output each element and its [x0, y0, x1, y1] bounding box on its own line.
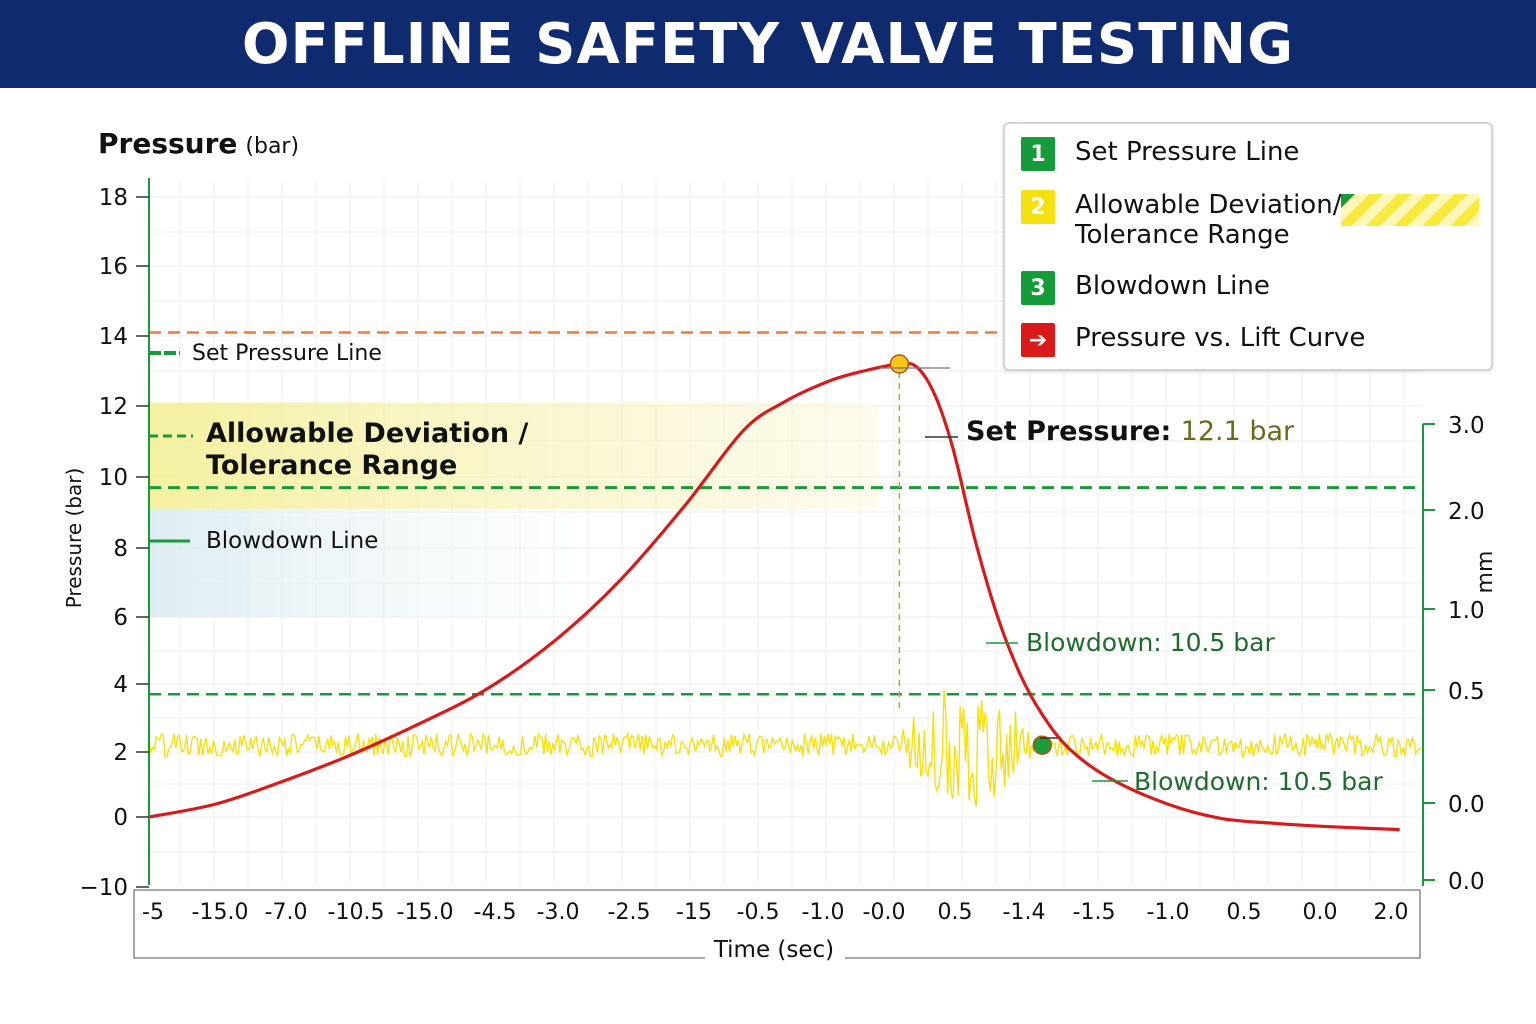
y2-tick-label: 0.0 — [1448, 869, 1485, 895]
legend-label-4: Pressure vs. Lift Curve — [1075, 323, 1366, 353]
legend-badge-3: 3 — [1021, 271, 1055, 305]
y2-axis-label: mm — [1473, 551, 1498, 594]
legend-item-tolerance: 2 Allowable Deviation/ Tolerance Range — [1021, 190, 1341, 250]
x-tick-label: -0.0 — [863, 900, 906, 925]
y-axis-side-label: Pressure (bar) — [62, 468, 86, 609]
y-tick-label: 8 — [113, 536, 128, 562]
y2-tick-label: 0.0 — [1448, 792, 1485, 818]
blowdown-line-label: Blowdown Line — [206, 528, 378, 554]
x-tick-label: -2.5 — [608, 900, 651, 925]
legend-label-2a: Allowable Deviation/ — [1075, 190, 1342, 220]
legend-swatch-tip — [1341, 194, 1355, 208]
x-tick-label: -3.0 — [537, 900, 580, 925]
set-pressure-callout-value: 12.1 bar — [1181, 416, 1295, 447]
y2-tick-label: 3.0 — [1448, 413, 1485, 439]
y-tick-label: 12 — [99, 394, 128, 420]
set-pressure-callout: Set Pressure: 12.1 bar — [966, 416, 1295, 447]
x-tick-label: 0.5 — [1227, 900, 1262, 925]
x-tick-label: -1.5 — [1073, 900, 1116, 925]
y-tick-label: 6 — [113, 605, 128, 631]
legend-item-curve: ➔ Pressure vs. Lift Curve — [1021, 323, 1365, 357]
set-pressure-point — [889, 354, 910, 374]
y-tick-label: 18 — [99, 185, 128, 211]
y-tick-label: 16 — [99, 254, 128, 280]
legend-label-1: Set Pressure Line — [1075, 137, 1300, 167]
tolerance-label-line1: Allowable Deviation / — [206, 418, 529, 449]
blowdown-point — [1032, 735, 1053, 755]
tolerance-band — [149, 402, 879, 509]
blowdown-callout-1: Blowdown: 10.5 bar — [1026, 628, 1275, 657]
y-tick-label: −10 — [79, 875, 128, 901]
x-tick-label: -15.0 — [192, 900, 249, 925]
y-tick-label: 14 — [99, 324, 128, 350]
y2-tick-label: 1.0 — [1448, 598, 1485, 624]
x-tick-label: -1.0 — [1147, 900, 1190, 925]
x-tick-label: -0.5 — [737, 900, 780, 925]
title-banner: OFFLINE SAFETY VALVE TESTING — [0, 0, 1536, 88]
y2-tick-label: 0.5 — [1448, 679, 1485, 705]
set-pressure-callout-key: Set Pressure: — [966, 416, 1181, 447]
y-tick-label: 0 — [113, 805, 128, 831]
y-axis-title-main: Pressure — [98, 127, 237, 160]
x-tick-label: 0.5 — [938, 900, 973, 925]
x-tick-label: 2.0 — [1374, 900, 1409, 925]
x-tick-label: -4.5 — [474, 900, 517, 925]
x-tick-label: -15 — [676, 900, 712, 925]
legend-badge-2: 2 — [1021, 190, 1055, 224]
y-axis-title: Pressure (bar) — [98, 127, 299, 160]
tolerance-label-line2: Tolerance Range — [206, 450, 457, 481]
legend-arrow-icon: ➔ — [1021, 323, 1055, 357]
legend-label-2: Allowable Deviation/ Tolerance Range — [1075, 190, 1341, 250]
blowdown-callout-2: Blowdown: 10.5 bar — [1134, 767, 1383, 796]
set-pressure-line-label: Set Pressure Line — [192, 341, 382, 366]
legend-label-2b: Tolerance Range — [1075, 220, 1290, 250]
legend-item-set-pressure: 1 Set Pressure Line — [1021, 137, 1299, 171]
x-tick-label: -1.0 — [802, 900, 845, 925]
chart-title: OFFLINE SAFETY VALVE TESTING — [241, 11, 1295, 77]
y-tick-label: 4 — [113, 672, 128, 698]
y2-tick-label: 2.0 — [1448, 499, 1485, 525]
x-tick-label: 0.0 — [1303, 900, 1338, 925]
x-tick-label: -1.4 — [1003, 900, 1046, 925]
x-tick-label: -5 — [142, 900, 164, 925]
x-tick-label: -10.5 — [328, 900, 385, 925]
x-axis-label-backdrop — [705, 945, 845, 965]
y-axis-title-unit: (bar) — [245, 134, 299, 159]
y-tick-label: 10 — [99, 465, 128, 491]
legend-label-3: Blowdown Line — [1075, 271, 1270, 301]
legend-tolerance-swatch — [1341, 194, 1479, 226]
blowdown-region — [149, 508, 569, 617]
x-axis-label: Time (sec) — [713, 937, 834, 963]
legend: 1 Set Pressure Line 2 Allowable Deviatio… — [1003, 122, 1493, 371]
x-tick-label: -7.0 — [265, 900, 308, 925]
legend-badge-1: 1 — [1021, 137, 1055, 171]
x-tick-label: -15.0 — [397, 900, 454, 925]
y-tick-label: 2 — [113, 740, 128, 766]
legend-item-blowdown: 3 Blowdown Line — [1021, 271, 1270, 305]
